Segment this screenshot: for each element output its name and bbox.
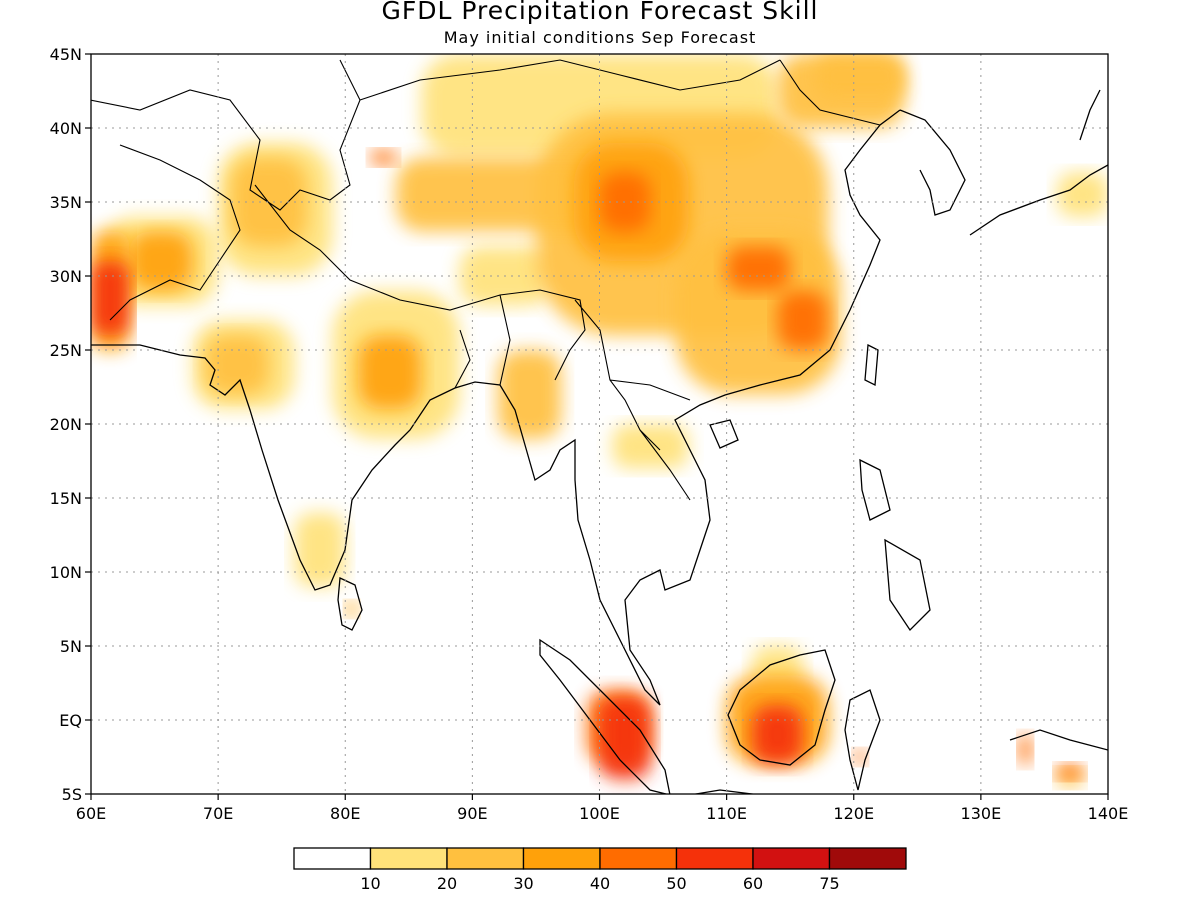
coast-india — [91, 344, 456, 591]
coast-indochina — [454, 109, 901, 706]
lat-tick-label: 15N — [50, 489, 82, 508]
skill-patch — [370, 150, 397, 165]
map-axes: 60E 70E 80E 90E 100E 110E 120E 130E 140E 45N 40N 35… — [50, 45, 1129, 823]
lat-tick-label: 35N — [50, 193, 82, 212]
coast-taiwan — [864, 343, 879, 387]
colorbar-swatch — [752, 847, 831, 870]
colorbar-label: 30 — [513, 874, 533, 893]
colorbar-label: 20 — [437, 874, 457, 893]
colorbar-swatch — [369, 847, 448, 870]
coast-mindanao — [884, 538, 931, 632]
lon-tick-label: 70E — [203, 804, 233, 823]
colorbar-label: 10 — [360, 874, 380, 893]
lon-tick-label: 140E — [1088, 804, 1129, 823]
coast-borneo — [727, 649, 836, 766]
skill-patch — [129, 231, 193, 291]
coastlines — [91, 59, 1108, 794]
skill-patch — [599, 697, 651, 780]
lat-tick-label: 40N — [50, 119, 82, 138]
skill-patch — [853, 749, 867, 765]
map-title: GFDL Precipitation Forecast Skill — [381, 0, 819, 25]
skill-patch — [497, 350, 562, 439]
skill-patch — [1057, 764, 1083, 780]
skill-shading — [91, 54, 1108, 787]
colorbar-label: 50 — [666, 874, 686, 893]
skill-patch — [777, 290, 829, 350]
coast-sulawesi — [844, 689, 881, 791]
lon-tick-label: 90E — [457, 804, 487, 823]
colorbar-label: 60 — [743, 874, 763, 893]
lat-tick-label: EQ — [59, 711, 82, 730]
skill-patch — [294, 512, 346, 587]
lon-tick-label: 100E — [579, 804, 620, 823]
coast-sumatra — [539, 638, 671, 794]
graticule — [91, 54, 1108, 794]
coast-luzon — [859, 458, 891, 521]
lat-tick-label: 10N — [50, 563, 82, 582]
skill-patch — [726, 246, 791, 291]
colorbar-swatch — [522, 847, 601, 870]
colorbar-label: 75 — [819, 874, 839, 893]
coast-java — [692, 789, 758, 794]
skill-patch — [345, 601, 358, 617]
coast-newguinea — [1009, 729, 1108, 751]
skill-patch — [1019, 734, 1032, 765]
coast-japan — [969, 164, 1108, 236]
colorbar-swatch — [675, 847, 754, 870]
coast-srilanka — [337, 577, 363, 631]
lat-tick-label: 5N — [60, 637, 82, 656]
skill-patch — [815, 54, 905, 99]
colorbar-label: 40 — [590, 874, 610, 893]
skill-patch — [1057, 172, 1108, 217]
skill-patch — [752, 705, 803, 765]
lat-tick-label: 20N — [50, 415, 82, 434]
colorbar-swatch — [446, 847, 525, 870]
colorbar: 10 20 30 40 50 60 75 — [293, 847, 907, 893]
lon-tick-label: 60E — [76, 804, 106, 823]
lat-tick-label: 5S — [62, 785, 82, 804]
lon-tick-label: 130E — [961, 804, 1002, 823]
skill-patch — [612, 424, 689, 469]
lon-tick-label: 80E — [330, 804, 360, 823]
lon-tick-label: 110E — [706, 804, 747, 823]
coast-korea — [899, 109, 966, 216]
map-subtitle: May initial conditions Sep Forecast — [443, 28, 757, 47]
skill-patch — [205, 335, 269, 395]
skill-patch — [675, 231, 842, 395]
skill-patch — [396, 157, 625, 232]
borders — [91, 59, 881, 501]
coast-hainan — [709, 419, 739, 449]
coast-japan-2 — [1079, 89, 1101, 141]
colorbar-swatch — [293, 847, 372, 870]
lat-tick-label: 25N — [50, 341, 82, 360]
skill-patch — [357, 335, 422, 410]
lon-tick-label: 120E — [833, 804, 874, 823]
colorbar-swatch — [599, 847, 678, 870]
skill-patch — [91, 261, 130, 336]
colorbar-swatch — [828, 847, 907, 870]
lat-tick-label: 45N — [50, 45, 82, 64]
lat-tick-label: 30N — [50, 267, 82, 286]
